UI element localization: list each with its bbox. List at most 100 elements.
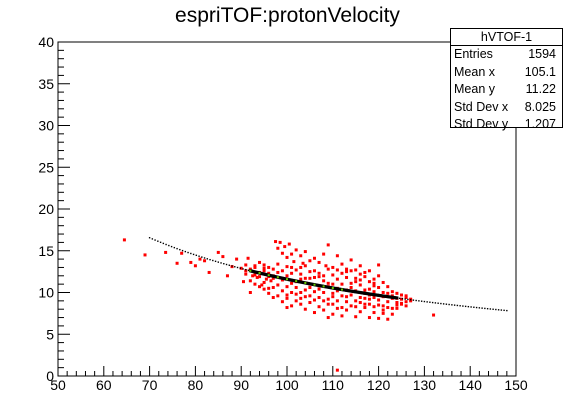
data-point-black xyxy=(464,305,467,308)
data-point-red xyxy=(335,277,339,281)
data-point-black xyxy=(478,307,481,309)
x-tick-label: 60 xyxy=(96,377,112,393)
data-point-red xyxy=(248,267,252,271)
data-point-black xyxy=(154,239,156,241)
data-point-red xyxy=(280,269,284,273)
data-point-red xyxy=(251,274,255,278)
stats-label: Entries xyxy=(454,47,493,61)
data-point-red xyxy=(262,263,266,267)
data-point-red xyxy=(235,257,239,261)
data-point-red xyxy=(335,299,339,303)
data-point-red xyxy=(358,296,362,300)
data-point-red xyxy=(290,291,294,294)
data-point-black xyxy=(445,303,448,305)
data-point-red xyxy=(285,293,289,297)
data-point-red xyxy=(354,276,358,280)
data-point-red xyxy=(358,278,362,282)
data-point-red xyxy=(381,304,385,308)
data-point-red xyxy=(358,310,362,314)
data-point-red xyxy=(363,288,367,292)
data-point-red xyxy=(299,254,303,258)
data-point-red xyxy=(326,243,330,247)
data-point-red xyxy=(386,291,390,295)
data-point-red xyxy=(335,268,339,272)
data-point-red xyxy=(335,306,339,310)
data-point-red xyxy=(308,301,312,305)
stats-row-entries: Entries 1594 xyxy=(451,46,562,64)
data-point-black xyxy=(415,299,417,302)
data-point-red xyxy=(354,299,358,303)
data-point-red xyxy=(335,289,339,293)
data-point-black xyxy=(473,306,475,308)
data-point-green xyxy=(258,272,261,275)
data-point-red xyxy=(294,285,298,289)
data-point-black xyxy=(404,298,406,300)
data-point-red xyxy=(253,282,257,286)
data-point-red xyxy=(349,281,353,285)
data-point-black xyxy=(486,307,489,310)
data-point-red xyxy=(340,314,344,318)
data-point-red xyxy=(363,275,367,279)
data-point-black xyxy=(418,300,420,302)
data-point-black xyxy=(434,302,437,304)
data-point-red xyxy=(290,281,294,285)
data-point-red xyxy=(290,304,294,308)
x-tick-label: 150 xyxy=(504,377,528,393)
data-point-red xyxy=(345,295,349,299)
data-point-green xyxy=(340,288,343,291)
data-point-black xyxy=(220,262,222,264)
data-point-red xyxy=(280,251,284,255)
data-point-black xyxy=(475,306,478,309)
data-point-red xyxy=(390,306,394,310)
data-point-red xyxy=(285,274,289,278)
data-point-red xyxy=(331,265,335,269)
data-point-red xyxy=(299,291,303,294)
chart-title: espriTOF:protonVelocity xyxy=(175,4,400,27)
data-point-red xyxy=(317,296,321,300)
curve-series-green xyxy=(249,269,343,291)
data-point-black xyxy=(242,268,244,270)
data-point-green xyxy=(267,274,270,277)
data-point-black xyxy=(442,303,445,305)
data-point-red xyxy=(432,313,436,317)
x-tick-label: 100 xyxy=(275,377,299,393)
data-point-red xyxy=(264,277,268,281)
data-point-red xyxy=(258,275,262,279)
data-point-red xyxy=(255,275,259,279)
data-point-red xyxy=(409,299,413,303)
x-tick-label: 80 xyxy=(188,377,204,393)
data-point-red xyxy=(386,300,390,304)
data-point-red xyxy=(345,267,349,271)
data-point-black xyxy=(236,266,239,269)
data-point-red xyxy=(164,250,168,254)
data-point-red xyxy=(267,291,271,295)
data-point-red xyxy=(363,302,367,306)
x-axis: 50 60 70 80 90 100 110 120 130 140 150 xyxy=(50,366,528,393)
data-point-red xyxy=(276,270,280,274)
x-tick-label: 130 xyxy=(413,377,437,393)
data-point-red xyxy=(400,293,403,297)
data-point-black xyxy=(423,300,426,303)
stats-label: Mean x xyxy=(454,64,495,79)
data-point-black xyxy=(231,265,233,267)
data-point-red xyxy=(225,274,229,278)
data-point-black xyxy=(203,257,206,259)
data-point-red xyxy=(349,293,353,297)
data-point-red xyxy=(253,273,257,277)
data-point-red xyxy=(258,285,262,289)
data-point-red xyxy=(358,264,362,268)
data-point-red xyxy=(283,245,287,249)
data-point-red xyxy=(372,281,376,285)
stats-label: Mean y xyxy=(454,82,495,96)
data-point-red xyxy=(381,308,385,312)
data-point-red xyxy=(395,306,399,310)
data-point-red xyxy=(180,251,184,255)
data-point-red xyxy=(354,280,358,284)
data-point-red xyxy=(340,271,344,275)
data-point-red xyxy=(262,287,266,291)
data-point-red xyxy=(303,264,307,268)
data-point-red xyxy=(363,306,367,310)
y-tick-label: 35 xyxy=(38,76,54,92)
data-point-red xyxy=(308,270,312,274)
